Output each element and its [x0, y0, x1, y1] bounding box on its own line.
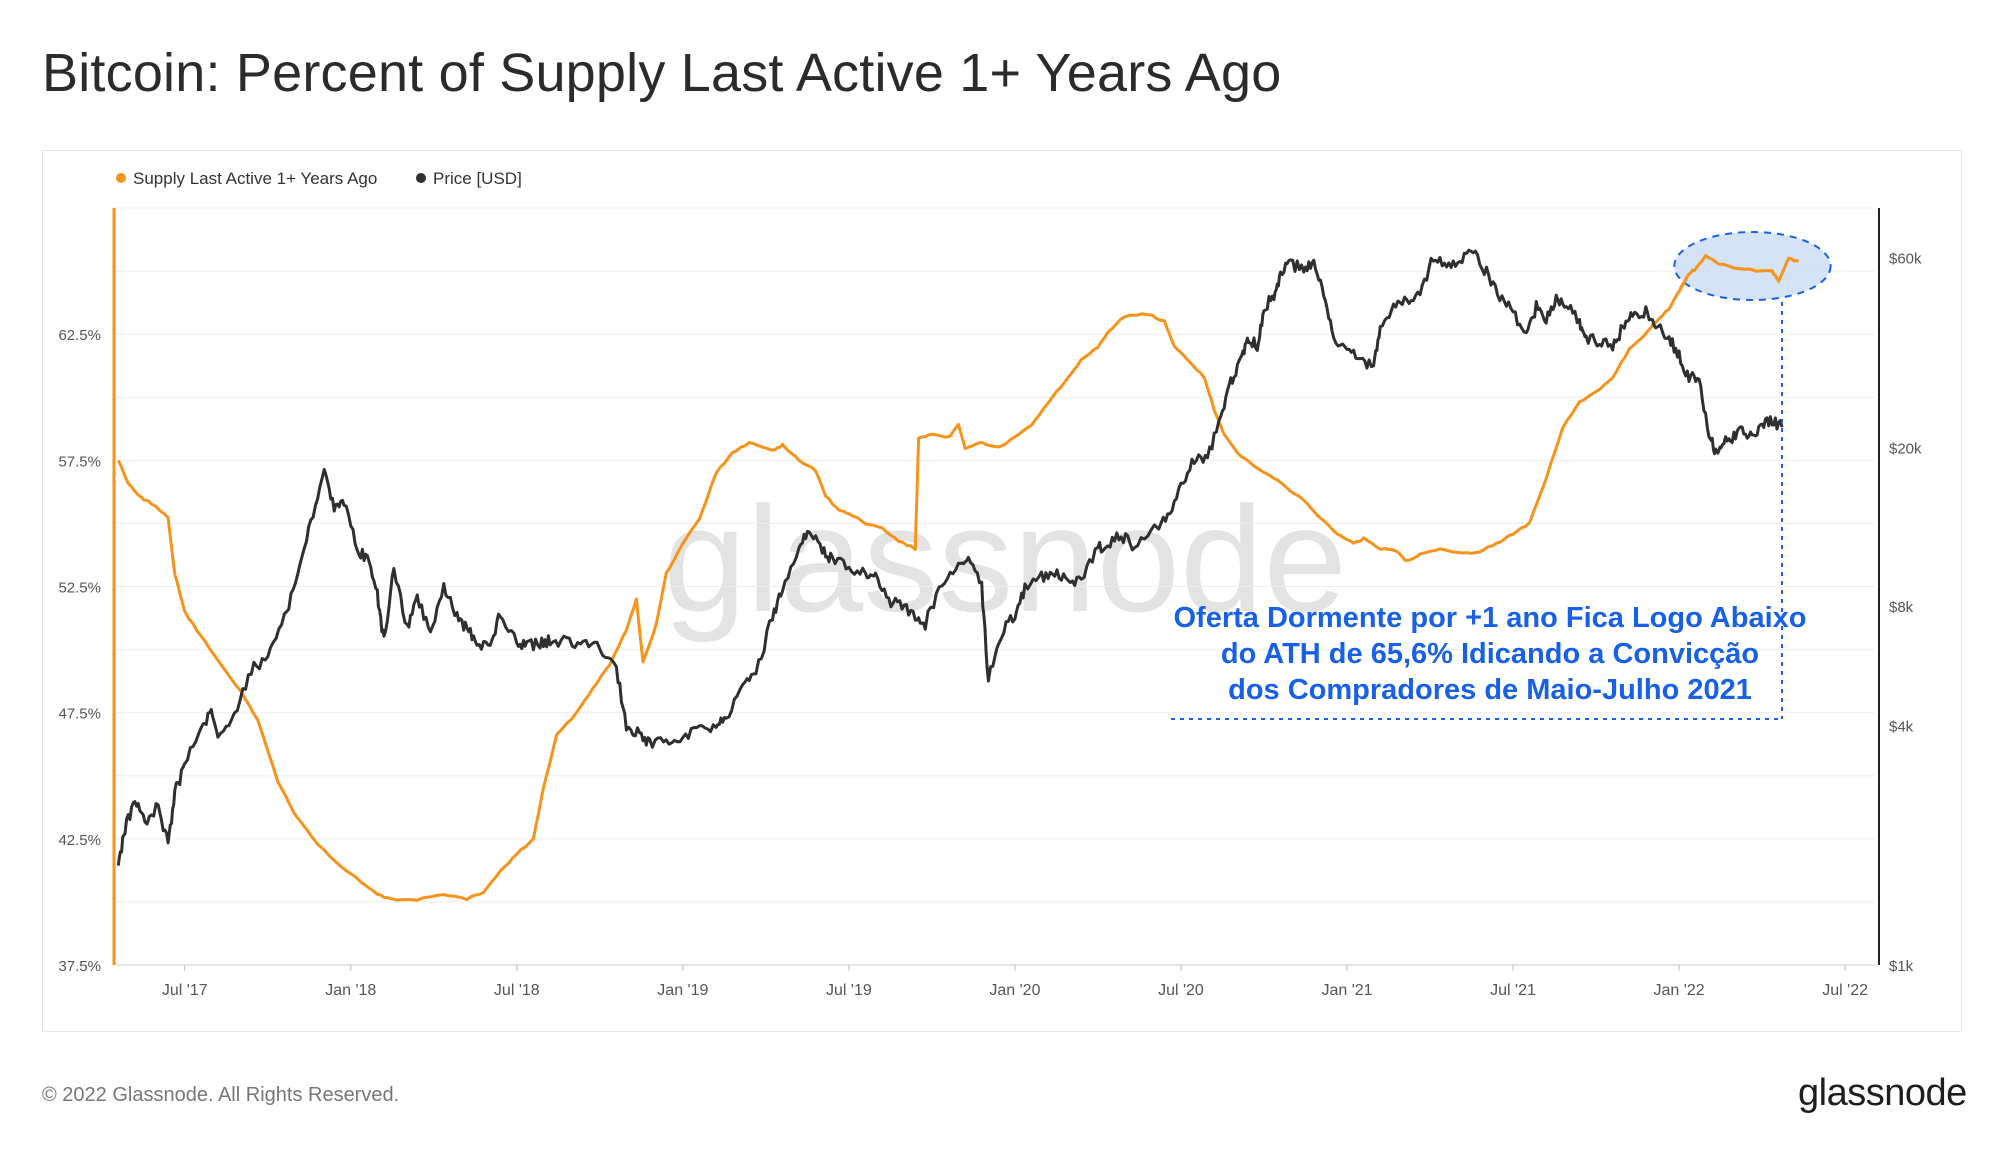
x-tick-label: Jul '20	[1158, 982, 1204, 999]
x-tick-label: Jan '20	[989, 982, 1040, 999]
annotation-line: Oferta Dormente por +1 ano Fica Logo Aba…	[1173, 602, 1807, 634]
x-tick-label: Jul '21	[1490, 982, 1536, 999]
x-tick-label: Jan '19	[657, 982, 708, 999]
supply-series-line	[116, 254, 1799, 902]
brand-logo: glassnode	[1798, 1072, 1967, 1114]
legend-supply-dot	[116, 173, 126, 183]
right-y-axis: $1k $4k $8k $20k $60k	[1878, 208, 1922, 975]
page-title: Bitcoin: Percent of Supply Last Active 1…	[42, 43, 1282, 103]
y-left-tick-label: 57.5%	[58, 453, 101, 470]
supply-series-highlight	[1677, 253, 1799, 293]
ath-highlight-ellipse	[1673, 231, 1832, 302]
y-right-tick-label: $8k	[1889, 599, 1914, 616]
legend-price-dot	[416, 173, 426, 183]
legend-price-label: Price [USD]	[433, 169, 522, 188]
x-tick-label: Jul '22	[1822, 982, 1868, 999]
y-left-tick-label: 47.5%	[58, 706, 101, 723]
chart-panel: glassnode 37.5% 42.5% 47.5% 52.5% 57.5% 62.5%…	[42, 150, 1962, 1032]
chart-svg: glassnode 37.5% 42.5% 47.5% 52.5% 57.5% 62.5%…	[58, 169, 1922, 999]
x-tick-label: Jul '17	[162, 982, 208, 999]
left-y-axis: 37.5% 42.5% 47.5% 52.5% 57.5% 62.5%	[58, 208, 116, 975]
y-left-tick-label: 62.5%	[58, 327, 101, 344]
x-tick-label: Jan '22	[1654, 982, 1705, 999]
annotation-line: dos Compradores de Maio-Julho 2021	[1228, 674, 1752, 706]
x-tick-label: Jan '18	[325, 982, 376, 999]
annotation-text: Oferta Dormente por +1 ano Fica Logo Aba…	[1150, 600, 1830, 708]
copyright-footer: © 2022 Glassnode. All Rights Reserved.	[42, 1084, 400, 1106]
chart-legend: Supply Last Active 1+ Years Ago Price [U…	[116, 169, 522, 188]
y-right-tick-label: $1k	[1889, 958, 1914, 975]
y-left-tick-label: 37.5%	[58, 958, 101, 975]
y-left-tick-label: 42.5%	[58, 832, 101, 849]
price-series-line	[116, 248, 1784, 866]
y-right-tick-label: $4k	[1889, 719, 1914, 736]
y-right-tick-label: $20k	[1889, 440, 1922, 457]
annotation-line: do ATH de 65,6% Idicando a Convicção	[1220, 638, 1760, 670]
x-axis: Jul '17 Jan '18 Jul '18 Jan '19 Jul '19 Jan '…	[115, 964, 1875, 999]
y-left-tick-label: 52.5%	[58, 580, 101, 597]
legend-supply-label: Supply Last Active 1+ Years Ago	[133, 169, 377, 188]
x-tick-label: Jul '19	[826, 982, 872, 999]
gridlines	[115, 207, 1875, 966]
watermark-glassnode: glassnode	[663, 475, 1347, 643]
y-right-tick-label: $60k	[1889, 251, 1922, 268]
x-tick-label: Jan '21	[1321, 982, 1372, 999]
x-tick-label: Jul '18	[494, 982, 540, 999]
